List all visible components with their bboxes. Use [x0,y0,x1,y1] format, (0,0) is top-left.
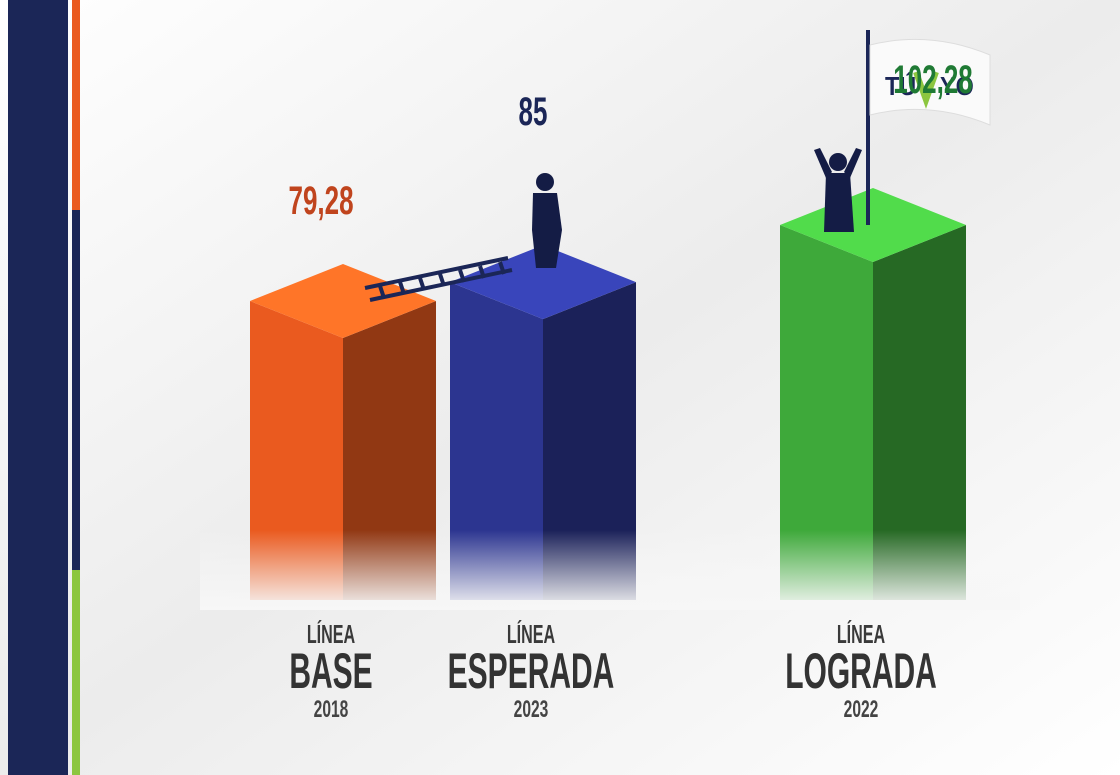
bar-side [543,282,636,600]
sidebar [8,0,68,775]
category-year: 2022 [844,697,879,723]
category-title: LÍNEA [837,619,886,649]
bar-front [780,225,873,600]
bars [250,188,966,600]
bar-front [450,282,543,600]
stripe-navy [72,210,80,570]
bar-top [450,245,636,320]
flag-mark [913,70,939,109]
stripe-green [72,570,80,775]
bar-fade [200,530,1020,610]
stripe-orange [72,0,80,210]
logo-left: TÚ [885,72,916,101]
bar-side [343,301,436,600]
category-year: 2018 [314,697,349,723]
category-name: ESPERADA [448,643,615,699]
bar-side [873,225,966,600]
category-name: LOGRADA [785,643,937,699]
logo-right: YO [940,73,974,101]
category-title: LÍNEA [307,619,356,649]
category-title: LÍNEA [507,619,556,649]
man-celebrating [814,148,862,232]
bar-front [250,301,343,600]
category-year: 2023 [514,697,549,723]
value-label: 102,28 [893,57,972,102]
ladder [364,256,513,302]
value-label: 79,28 [288,178,353,223]
value-label: 85 [519,90,548,135]
category-name: BASE [289,643,372,699]
man-standing [532,173,562,268]
